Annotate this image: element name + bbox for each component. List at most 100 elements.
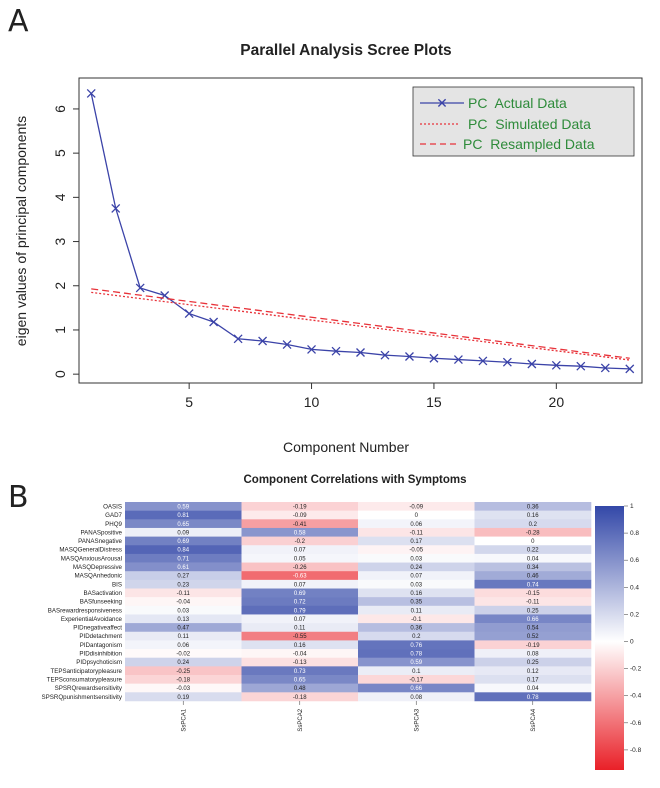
y-tick-label: 6 — [52, 105, 68, 113]
heat-cell — [241, 692, 359, 702]
heat-cell-value: 0.17 — [410, 539, 422, 545]
heat-cell-value: 0.22 — [527, 548, 539, 554]
column-label: SsPCA2 — [298, 708, 304, 731]
heat-cell — [474, 597, 592, 607]
heat-cell — [358, 640, 475, 650]
row-label: PHQ9 — [105, 521, 122, 528]
heat-cell-value: 0.46 — [527, 574, 539, 580]
heat-cell — [358, 614, 475, 624]
heat-cell — [241, 545, 359, 555]
heat-cell-value: 0.11 — [178, 634, 190, 640]
heat-cell — [125, 683, 242, 693]
heat-cell-value: 0.17 — [527, 677, 539, 683]
y-tick-label: 3 — [52, 237, 68, 245]
actual-point — [184, 309, 194, 319]
point-stroke — [625, 364, 635, 374]
heat-cell-value: -0.1 — [411, 617, 422, 623]
point-stroke — [527, 359, 537, 369]
heat-cell-value: 0.05 — [294, 556, 306, 562]
heat-cell — [241, 553, 359, 563]
row-label: PANASnegative — [78, 538, 122, 545]
actual-point — [478, 356, 488, 366]
actual-point — [527, 359, 537, 369]
heat-cell — [358, 562, 475, 572]
legend-actual-label: PC Actual Data — [468, 95, 567, 111]
x-tick-label: 10 — [304, 394, 320, 410]
heat-cell-value: 0.16 — [294, 643, 306, 649]
heat-cell — [474, 657, 592, 667]
point-stroke — [429, 353, 439, 363]
heat-cell — [125, 623, 242, 633]
heatmap-title: Component Correlations with Symptoms — [244, 474, 467, 486]
legend-box — [412, 86, 635, 157]
heat-cell-value: -0.11 — [526, 600, 540, 606]
heat-cell-value: 0.72 — [294, 600, 306, 606]
point-stroke — [111, 203, 121, 213]
colorbar-tick-label: 0 — [630, 639, 634, 646]
colorbar-tick-label: -0.2 — [630, 666, 642, 673]
heat-cell-value: 0.07 — [294, 582, 306, 588]
heat-cell-value: 0.25 — [527, 608, 539, 614]
x-tick-label: 5 — [185, 394, 193, 410]
heat-cell-value: 0.35 — [410, 600, 422, 606]
heat-cell-value: 0.24 — [177, 660, 189, 666]
row-label: SPSRQpunishmentsensitivity — [42, 694, 123, 701]
heat-cell-value: 0.52 — [527, 634, 539, 640]
heat-cell — [125, 553, 242, 563]
actual-point — [453, 355, 463, 365]
actual-point — [502, 357, 512, 367]
heat-cell-value: 0.27 — [177, 574, 189, 580]
heat-cell — [474, 692, 592, 702]
actual-point — [429, 353, 439, 363]
heat-cell-value: -0.03 — [176, 686, 190, 692]
heat-cell — [358, 571, 475, 581]
point-stroke — [502, 357, 512, 367]
heat-cell-value: 0.04 — [527, 686, 539, 692]
heat-cell — [125, 657, 242, 667]
heat-cell-value: 0.54 — [527, 626, 539, 632]
heat-cell-value: 0.07 — [294, 617, 306, 623]
heat-cell-value: 0.47 — [177, 626, 189, 632]
heat-cell — [358, 588, 475, 598]
point-stroke — [380, 350, 390, 360]
heat-cell — [358, 545, 475, 555]
actual-point — [331, 346, 341, 356]
heat-cell — [125, 605, 242, 615]
heat-cell — [474, 579, 592, 589]
heat-cell-value: 0.07 — [294, 548, 306, 554]
colorbar-tick-label: -0.8 — [630, 747, 642, 754]
heat-cell-value: 0.03 — [410, 582, 422, 588]
series-line-1 — [91, 291, 630, 361]
heat-cell-value: 0.08 — [527, 652, 539, 658]
y-tick-label: 5 — [52, 149, 68, 157]
actual-point — [551, 360, 561, 370]
heat-cell-value: 0.11 — [294, 626, 306, 632]
heat-cell — [241, 649, 359, 658]
heat-cell-value: -0.02 — [176, 652, 190, 658]
colorbar-tick-label: 0.6 — [630, 557, 639, 564]
heat-cell — [241, 666, 359, 676]
row-label: MASQGeneralDistress — [59, 547, 122, 554]
point-stroke — [331, 346, 341, 356]
heat-cell — [474, 640, 592, 650]
heat-cell-value: 0.03 — [410, 556, 422, 562]
heat-cell — [241, 623, 359, 633]
heat-cell-value: 0.1 — [412, 669, 421, 675]
heat-cell — [241, 588, 359, 598]
heat-cell — [241, 683, 359, 693]
heat-cell — [358, 536, 475, 546]
heat-cell-value: -0.25 — [176, 669, 190, 675]
heat-cell — [474, 502, 592, 511]
heat-cell — [241, 519, 359, 529]
heat-cell-value: 0.66 — [410, 686, 422, 692]
heat-cell — [474, 605, 592, 615]
heat-cell — [125, 649, 242, 658]
heat-cell — [474, 631, 592, 641]
heat-cell — [241, 502, 359, 511]
heat-cell-value: -0.11 — [177, 591, 191, 597]
point-stroke — [453, 355, 463, 365]
heat-cell-value: -0.17 — [409, 677, 423, 683]
heat-cell — [125, 588, 242, 598]
heat-cell-value: 0.03 — [177, 608, 189, 614]
heat-cell-value: 0.19 — [177, 695, 189, 701]
